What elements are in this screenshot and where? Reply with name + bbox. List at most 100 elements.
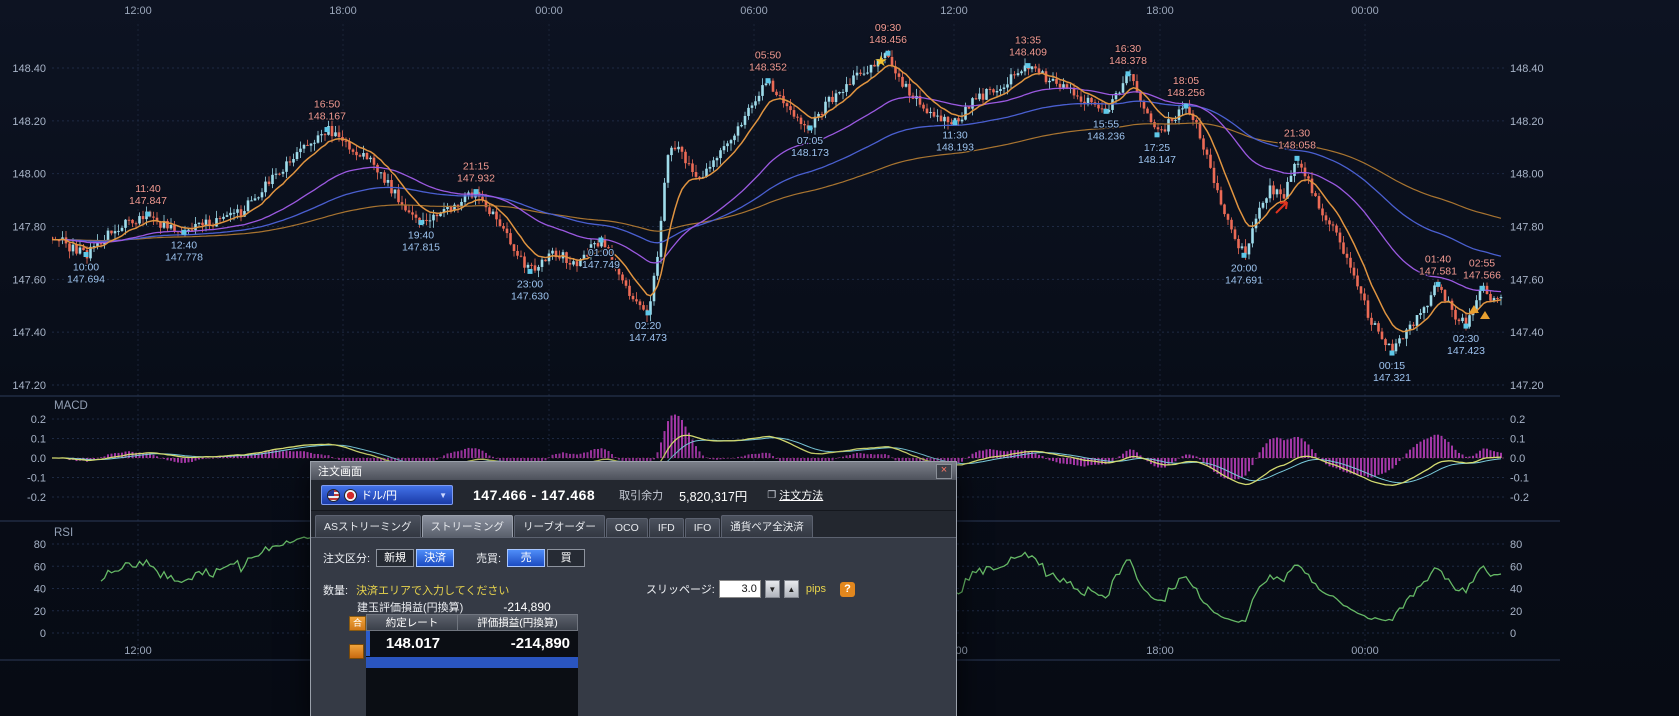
dialog-tabs: ASストリーミング ストリーミング リーブオーダー OCO IFD IFO 通貨ペア全決済 xyxy=(311,511,956,537)
ma-fast-line xyxy=(52,64,1502,333)
swing-high-label: 21:15 147.932 xyxy=(457,161,495,185)
macd-tick-right: 0.2 xyxy=(1510,414,1525,426)
tab-ストリーミング[interactable]: ストリーミング xyxy=(421,515,514,537)
selected-row-partial[interactable] xyxy=(366,657,578,668)
swing-low-label: 00:15 147.321 xyxy=(1373,360,1411,384)
order-type-toggle: 新規 決済 xyxy=(376,548,456,567)
side-button-売[interactable]: 売 xyxy=(507,549,546,567)
window-icon: ❐ xyxy=(767,489,777,501)
time-tick-top: 00:00 xyxy=(535,5,563,17)
swing-low-label: 17:25 148.147 xyxy=(1138,142,1176,166)
us-flag-icon xyxy=(327,488,340,502)
swing-marker xyxy=(1389,350,1395,356)
rsi-tick-right: 80 xyxy=(1510,539,1522,551)
macd-line xyxy=(52,434,1502,486)
side-toggle: 売買 xyxy=(507,548,587,567)
price-tick-right: 147.40 xyxy=(1510,327,1544,339)
tab-IFD[interactable]: IFD xyxy=(648,518,684,537)
position-row[interactable]: 148.017 -214,890 xyxy=(366,631,578,656)
swing-low-label: 11:30 148.193 xyxy=(936,130,974,154)
macd-tick-left: 0.2 xyxy=(31,414,46,426)
help-icon[interactable]: ? xyxy=(840,581,856,597)
swing-low-label: 02:30 147.423 xyxy=(1447,333,1485,357)
time-tick-top: 12:00 xyxy=(940,5,968,17)
rsi-tick-left: 40 xyxy=(34,584,46,596)
price-tick-left: 148.20 xyxy=(12,116,46,128)
swing-marker xyxy=(1025,63,1031,69)
time-tick-bottom: 12:00 xyxy=(124,645,152,657)
order-type-button-決済[interactable]: 決済 xyxy=(416,549,455,567)
ma-xslow-line xyxy=(52,122,1502,242)
position-cell: -214,890 xyxy=(510,635,570,652)
price-tick-right: 148.20 xyxy=(1510,116,1544,128)
swing-marker xyxy=(1154,132,1160,138)
price-tick-left: 147.20 xyxy=(12,380,46,392)
swing-low-label: 01:00 147.749 xyxy=(582,247,620,271)
quantity-row: 数量: 決済エリアで入力してください xyxy=(323,582,509,598)
positions-grid: 約定レート 評価損益(円換算) 148.017 -214,890 xyxy=(366,614,578,716)
tab-ASストリーミング[interactable]: ASストリーミング xyxy=(315,515,421,537)
swing-high-label: 05:50 148.352 xyxy=(749,50,787,74)
slippage-group: スリッページ: ▼ ▲ pips ? xyxy=(646,580,856,598)
rsi-tick-right: 20 xyxy=(1510,606,1522,618)
price-tick-left: 148.00 xyxy=(12,169,46,181)
column-header[interactable]: 約定レート xyxy=(366,614,458,631)
macd-panel-label: MACD xyxy=(54,400,88,412)
tab-通貨ペア全決済[interactable]: 通貨ペア全決済 xyxy=(721,515,813,537)
macd-tick-right: 0.0 xyxy=(1510,453,1525,465)
tab-OCO[interactable]: OCO xyxy=(605,518,648,537)
price-tick-left: 147.80 xyxy=(12,222,46,234)
currency-pair-select[interactable]: ドル/円 ▼ xyxy=(321,485,453,505)
rsi-tick-left: 80 xyxy=(34,539,46,551)
swing-high-label: 21:30 148.058 xyxy=(1278,127,1316,151)
tab-リーブオーダー[interactable]: リーブオーダー xyxy=(514,515,605,537)
swing-marker xyxy=(1183,103,1189,109)
slippage-input[interactable] xyxy=(718,580,761,598)
macd-tick-left: 0.1 xyxy=(31,434,46,446)
swing-marker xyxy=(1125,71,1131,77)
price-tick-left: 147.40 xyxy=(12,327,46,339)
swing-low-label: 20:00 147.691 xyxy=(1225,262,1263,286)
swing-marker xyxy=(645,310,651,316)
moving-averages-layer xyxy=(52,64,1502,333)
positions-table: 合 約定レート 評価損益(円換算) 148.017 -214,890 xyxy=(349,614,578,716)
macd-tick-right: 0.1 xyxy=(1510,434,1525,446)
ma-mid-line xyxy=(52,87,1502,293)
swing-marker xyxy=(473,189,479,195)
swing-high-label: 18:05 148.256 xyxy=(1167,75,1205,99)
swing-low-label: 10:00 147.694 xyxy=(67,262,105,286)
swing-marker xyxy=(145,211,151,217)
trading-power-label: 取引余力 xyxy=(619,490,664,502)
side-button-買[interactable]: 買 xyxy=(547,549,586,567)
close-icon[interactable]: × xyxy=(936,463,952,479)
swing-marker xyxy=(1103,108,1109,114)
macd-tick-left: -0.2 xyxy=(27,492,46,504)
slippage-increase-button[interactable]: ▲ xyxy=(783,580,799,598)
order-type-label: 注文区分: xyxy=(323,552,371,565)
swing-low-label: 12:40 147.778 xyxy=(165,239,203,263)
rsi-tick-left: 20 xyxy=(34,606,46,618)
price-tick-right: 148.40 xyxy=(1510,63,1544,75)
alert-arrow-icon xyxy=(1275,201,1288,214)
time-tick-top: 06:00 xyxy=(740,5,768,17)
order-method-link[interactable]: ❐ 注文方法 xyxy=(767,487,823,503)
swing-low-label: 07:05 148.173 xyxy=(791,135,829,159)
price-tick-right: 147.20 xyxy=(1510,380,1544,392)
price-tick-right: 147.60 xyxy=(1510,274,1544,286)
time-tick-bottom: 00:00 xyxy=(1351,645,1379,657)
swing-high-label: 09:30 148.456 xyxy=(869,22,907,46)
price-tick-right: 148.00 xyxy=(1510,169,1544,181)
dialog-titlebar[interactable]: 注文画面 × xyxy=(311,462,956,480)
positions-rows: 148.017 -214,890 xyxy=(366,631,578,656)
swing-marker xyxy=(952,120,958,126)
order-type-button-新規[interactable]: 新規 xyxy=(376,549,415,567)
swing-marker xyxy=(598,237,604,243)
column-header[interactable]: 評価損益(円換算) xyxy=(458,614,578,631)
slippage-decrease-button[interactable]: ▼ xyxy=(764,580,780,598)
price-tick-left: 148.40 xyxy=(12,63,46,75)
group-icon[interactable]: 合 xyxy=(349,616,366,631)
macd-tick-left: 0.0 xyxy=(31,453,46,465)
tab-IFO[interactable]: IFO xyxy=(684,518,721,537)
side-label: 売買: xyxy=(476,552,502,565)
swing-marker xyxy=(1479,285,1485,291)
